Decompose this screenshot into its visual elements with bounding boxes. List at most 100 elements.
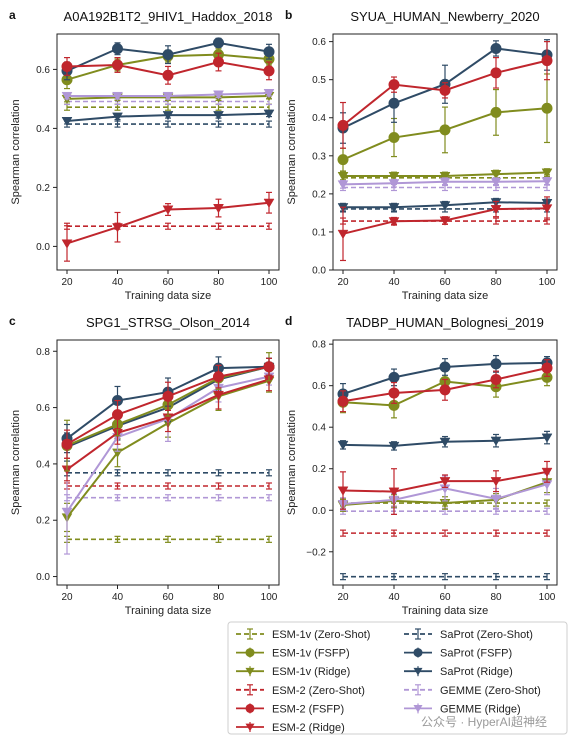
panel-letter: b: [285, 8, 292, 22]
y-tick-label: 0.4: [36, 124, 50, 135]
data-point: [439, 84, 451, 96]
data-point: [388, 203, 400, 213]
series-esm-1v-fsfp: [337, 73, 553, 172]
data-point: [112, 223, 123, 233]
y-tick-label: 0.8: [36, 347, 50, 358]
x-tick-label: 100: [539, 277, 556, 288]
series-saprot-zero: [340, 573, 550, 581]
y-axis-label: Spearman correlation: [10, 410, 22, 515]
watermark: 公众号 · HyperAI超神经: [421, 714, 547, 729]
x-tick-label: 20: [61, 592, 73, 603]
data-point: [388, 441, 400, 452]
data-point: [490, 67, 502, 79]
data-point: [162, 390, 174, 402]
data-point: [439, 477, 451, 487]
legend-label: ESM-1v (Ridge): [272, 666, 350, 678]
data-point: [213, 37, 224, 49]
x-tick-label: 80: [490, 277, 502, 288]
legend-marker: [413, 648, 423, 658]
data-point: [388, 97, 400, 109]
data-point: [61, 91, 73, 102]
legend-entry: ESM-1v (FSFP): [236, 647, 350, 660]
legend-entry: ESM-2 (Zero-Shot): [236, 684, 365, 697]
x-tick-label: 80: [213, 277, 225, 288]
legend-marker: [413, 667, 423, 676]
panel-title: A0A192B1T2_9HIV1_Haddox_2018: [64, 9, 273, 24]
data-point: [162, 111, 174, 121]
data-point: [490, 373, 502, 385]
series-esm-2-zero: [64, 482, 272, 490]
y-axis-label: Spearman correlation: [10, 99, 22, 204]
series-esm-1v-zero: [64, 535, 272, 543]
y-tick-label: 0.0: [36, 242, 50, 253]
legend-entry: GEMME (Zero-Shot): [404, 684, 541, 697]
series-esm-2-ridge: [337, 460, 553, 516]
data-point: [388, 371, 400, 383]
legend-marker: [245, 703, 255, 713]
data-point: [337, 119, 349, 131]
data-point: [439, 171, 451, 182]
y-tick-label: 0.2: [36, 183, 50, 194]
y-tick-label: 0.4: [312, 423, 326, 434]
data-point: [263, 65, 275, 77]
data-point: [61, 117, 73, 127]
x-axis-label: Training data size: [402, 290, 488, 302]
y-tick-label: 0.6: [312, 37, 326, 48]
data-point: [162, 205, 174, 215]
panel-letter: c: [9, 314, 16, 328]
data-point: [61, 507, 73, 518]
panel-d: d TADBP_HUMAN_Bolognesi_2019 −0.2 0.0 0.2 0.4…: [285, 314, 558, 617]
data-point: [112, 59, 123, 71]
legend-label: ESM-2 (FSFP): [272, 703, 344, 715]
series-gemme-ridge: [337, 176, 553, 190]
data-point: [337, 180, 349, 190]
legend-marker: [245, 723, 255, 732]
y-tick-label: 0.5: [312, 75, 326, 86]
legend-entry: SaProt (Ridge): [404, 666, 513, 678]
y-tick-label: 0.3: [312, 151, 326, 162]
axes-frame: [56, 339, 280, 586]
y-tick-label: 0.8: [312, 340, 326, 351]
legend-label: SaProt (Zero-Shot): [440, 629, 533, 641]
data-point: [213, 390, 224, 401]
y-axis-label: Spearman correlation: [286, 410, 298, 515]
data-point: [388, 387, 400, 399]
data-point: [541, 102, 553, 114]
legend-label: ESM-2 (Ridge): [272, 722, 345, 734]
legend-label: GEMME (Ridge): [440, 703, 521, 715]
legend-marker: [413, 705, 423, 713]
data-point: [541, 168, 553, 178]
panel-b: b SYUA_HUMAN_Newberry_2020 0.0 0.1 0.2 0.3 0.4…: [285, 8, 558, 302]
legend-frame: [227, 621, 568, 735]
data-point: [162, 91, 174, 102]
data-point: [263, 109, 275, 119]
data-point: [541, 55, 553, 67]
data-point: [162, 69, 174, 81]
series-esm-2-ridge: [337, 196, 553, 262]
x-tick-label: 40: [112, 277, 124, 288]
data-point: [112, 43, 123, 55]
data-point: [490, 170, 502, 180]
series-esm-2-zero: [340, 529, 550, 537]
y-tick-label: 0.4: [312, 113, 326, 124]
legend-entry: ESM-1v (Zero-Shot): [236, 628, 370, 641]
data-point: [388, 79, 400, 91]
series-saprot-ridge: [337, 430, 553, 452]
data-point: [112, 112, 123, 122]
data-point: [263, 198, 275, 208]
data-point: [61, 239, 73, 249]
x-tick-label: 40: [112, 592, 124, 603]
legend-marker: [245, 648, 255, 658]
data-point: [490, 477, 502, 487]
data-point: [439, 361, 451, 373]
data-point: [490, 177, 502, 187]
data-point: [541, 177, 553, 187]
x-axis-label: Training data size: [402, 605, 488, 617]
data-point: [61, 60, 73, 72]
x-tick-label: 40: [388, 592, 400, 603]
x-tick-label: 80: [213, 592, 225, 603]
legend-label: ESM-2 (Zero-Shot): [272, 685, 365, 697]
series-esm-2-fsfp: [61, 52, 275, 85]
data-point: [162, 49, 174, 61]
